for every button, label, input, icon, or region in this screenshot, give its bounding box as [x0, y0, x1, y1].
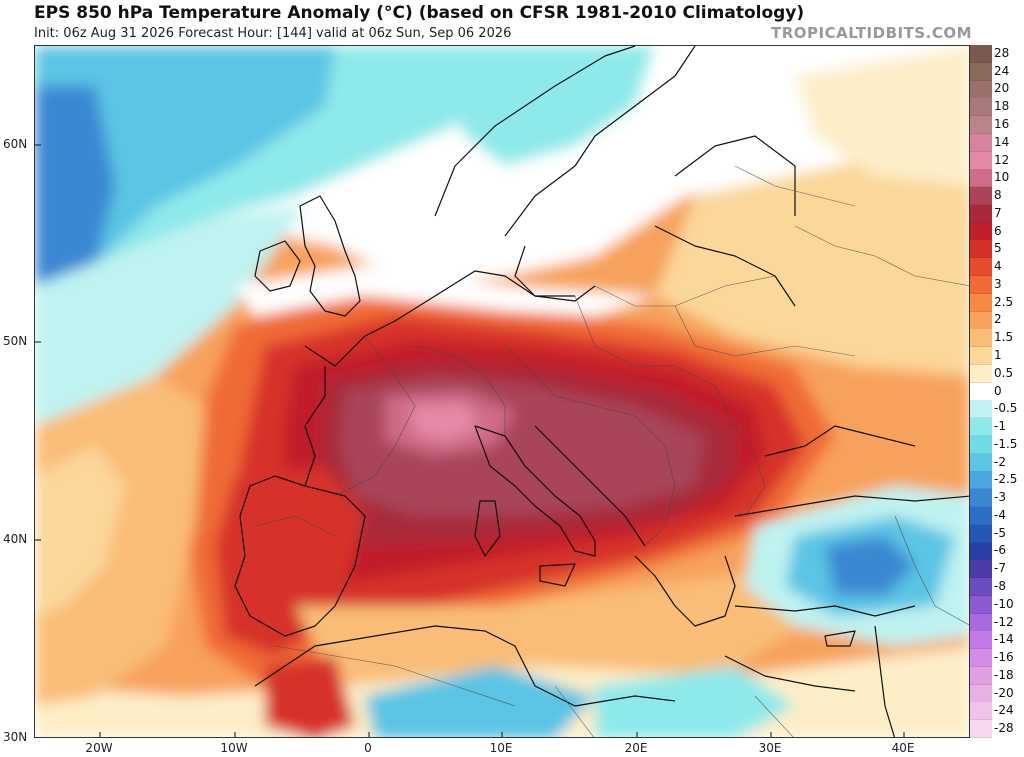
colorbar-swatch [970, 720, 992, 739]
lon-label-10w: 10W [220, 741, 248, 755]
colorbar-legend: 28 24 20 18 16 14 12 10 8 7 6 5 4 3 2.5 2 1.5 1 0.5 0 -0.5 -1… [970, 45, 1024, 739]
colorbar-label: -2.5 [994, 472, 1018, 487]
anomaly-map[interactable] [34, 45, 970, 738]
colorbar-label: -12 [994, 614, 1014, 629]
colorbar-label: -14 [994, 632, 1014, 647]
colorbar-label: 8 [994, 188, 1002, 203]
colorbar-label: 0.5 [994, 365, 1014, 380]
colorbar-swatch [970, 524, 992, 543]
colorbar-swatch [970, 702, 992, 721]
colorbar-label: 4 [994, 259, 1002, 274]
colorbar-swatch [970, 169, 992, 188]
colorbar-swatch [970, 560, 992, 579]
colorbar-label: 10 [994, 170, 1010, 185]
colorbar-swatch [970, 382, 992, 401]
lon-label-10e: 10E [489, 741, 513, 755]
colorbar-swatch [970, 418, 992, 437]
lon-label-20w: 20W [85, 741, 113, 755]
colorbar-swatch [970, 489, 992, 508]
lat-label-60n: 60N [3, 137, 28, 151]
colorbar-label: 18 [994, 99, 1010, 114]
colorbar-label: -20 [994, 685, 1014, 700]
colorbar-swatch [970, 258, 992, 277]
colorbar-label: -6 [994, 543, 1006, 558]
colorbar-swatch [970, 649, 992, 668]
colorbar-label: 0 [994, 383, 1002, 398]
colorbar-label: 3 [994, 276, 1002, 291]
colorbar-label: 20 [994, 81, 1010, 96]
colorbar-label: 1 [994, 347, 1002, 362]
colorbar-swatch [970, 435, 992, 454]
colorbar-swatch [970, 311, 992, 330]
lon-label-30e: 30E [758, 741, 782, 755]
colorbar-swatch [970, 329, 992, 348]
colorbar-swatch [970, 578, 992, 597]
colorbar-label: 24 [994, 63, 1010, 78]
anomaly-map-svg [35, 46, 969, 737]
colorbar-swatch [970, 151, 992, 170]
lon-label-20e: 20E [624, 741, 648, 755]
colorbar-label: 2 [994, 312, 1002, 327]
colorbar-swatch [970, 204, 992, 223]
colorbar-swatch [970, 222, 992, 241]
colorbar-label: -1.5 [994, 436, 1018, 451]
lat-label-30n: 30N [3, 730, 28, 744]
colorbar-swatch [970, 613, 992, 632]
colorbar-swatch [970, 187, 992, 206]
lon-label-40e: 40E [891, 741, 915, 755]
colorbar-swatch [970, 453, 992, 472]
colorbar-label: 12 [994, 152, 1010, 167]
colorbar-swatch [970, 45, 992, 63]
colorbar-label: -16 [994, 650, 1014, 665]
colorbar-label: -4 [994, 507, 1006, 522]
colorbar-label: -2 [994, 454, 1006, 469]
colorbar-label: 6 [994, 223, 1002, 238]
colorbar-label: 5 [994, 241, 1002, 256]
coastlines [234, 46, 969, 737]
colorbar-swatch [970, 684, 992, 703]
colorbar-swatch [970, 347, 992, 366]
colorbar-swatch [970, 631, 992, 650]
brand-watermark: TROPICALTIDBITS.COM [771, 24, 972, 42]
colorbar-label: -28 [994, 721, 1014, 736]
anomaly-field [35, 46, 969, 737]
colorbar-swatch [970, 80, 992, 99]
colorbar-label: -24 [994, 703, 1014, 718]
colorbar-swatch [970, 595, 992, 614]
colorbar-swatch [970, 471, 992, 490]
colorbar-label: 1.5 [994, 330, 1014, 345]
colorbar-swatch [970, 116, 992, 135]
colorbar-label: -5 [994, 525, 1006, 540]
lon-label-0: 0 [364, 741, 372, 755]
map-subtitle: Init: 06z Aug 31 2026 Forecast Hour: [14… [34, 26, 512, 41]
colorbar-label: 14 [994, 134, 1010, 149]
colorbar-swatch [970, 364, 992, 383]
colorbar-swatch [970, 507, 992, 525]
colorbar-label: 16 [994, 116, 1010, 131]
colorbar-swatch [970, 400, 992, 419]
colorbar-label: 7 [994, 205, 1002, 220]
colorbar-swatch [970, 542, 992, 561]
colorbar-swatch [970, 240, 992, 259]
colorbar-label: -7 [994, 561, 1006, 576]
map-title: EPS 850 hPa Temperature Anomaly (°C) (ba… [34, 3, 805, 23]
colorbar-swatch [970, 666, 992, 685]
lat-label-40n: 40N [3, 532, 28, 546]
colorbar-swatch [970, 98, 992, 117]
colorbar-label: -8 [994, 578, 1006, 593]
colorbar-label: -10 [994, 596, 1014, 611]
colorbar-label: -0.5 [994, 401, 1018, 416]
lat-label-50n: 50N [3, 334, 28, 348]
colorbar-swatch [970, 276, 992, 294]
colorbar-label: -18 [994, 667, 1014, 682]
colorbar-swatch [970, 293, 992, 312]
colorbar-label: 28 [994, 45, 1010, 60]
graticule-ticks [35, 144, 905, 737]
colorbar-swatch [970, 62, 992, 81]
colorbar-swatch [970, 133, 992, 152]
colorbar-label: -3 [994, 490, 1006, 505]
colorbar-label: -1 [994, 419, 1006, 434]
colorbar-label: 2.5 [994, 294, 1014, 309]
country-borders [254, 165, 969, 737]
